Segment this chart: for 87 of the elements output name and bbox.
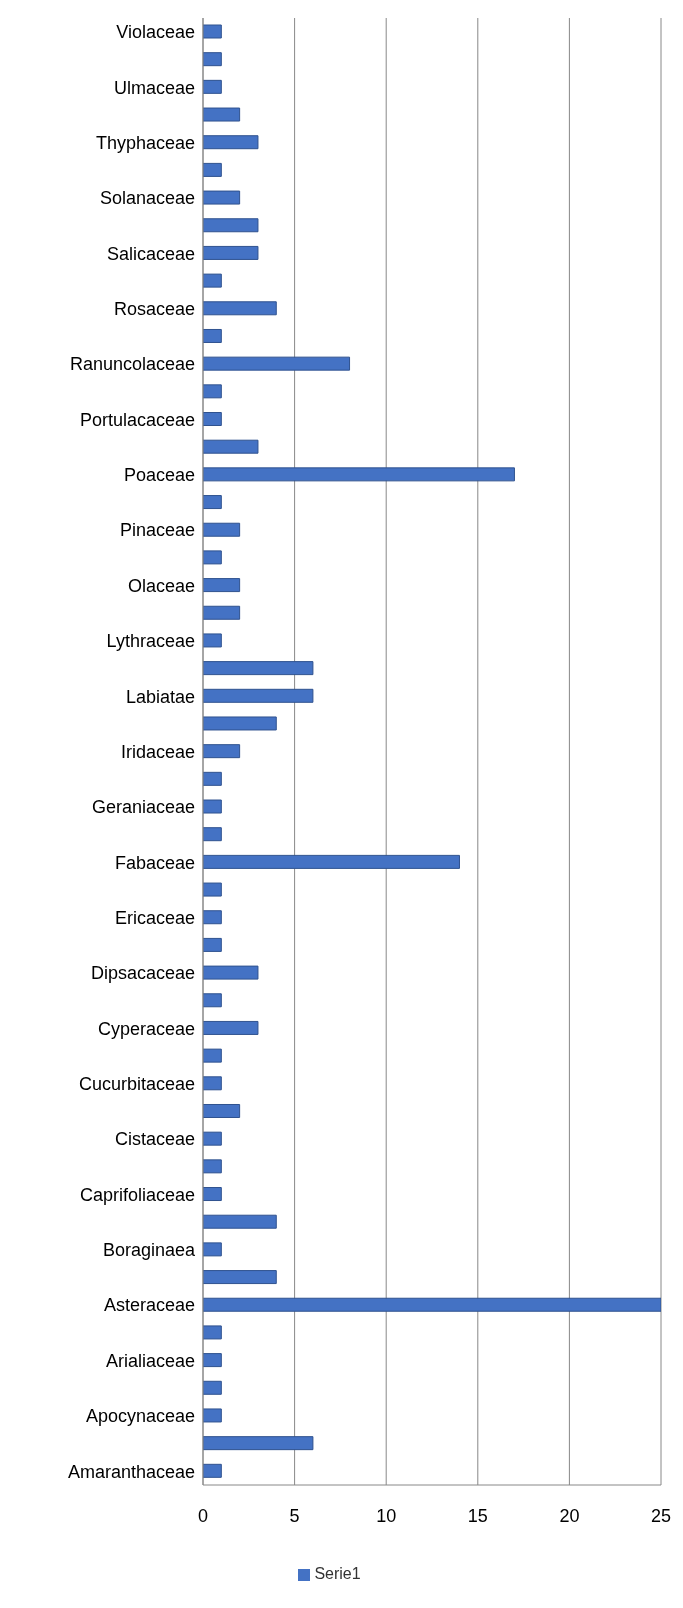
bar <box>203 273 222 288</box>
bar <box>203 661 314 676</box>
bar <box>203 522 241 537</box>
bar <box>203 910 222 925</box>
bar <box>203 107 241 122</box>
bar <box>203 1076 222 1091</box>
y-tick-label: Lythraceae <box>106 631 195 652</box>
bar <box>203 882 222 897</box>
bar <box>203 1463 222 1478</box>
bar <box>203 135 259 150</box>
bar <box>203 605 241 620</box>
bar <box>203 467 515 482</box>
bar <box>203 937 222 952</box>
y-tick-label: Ericaceae <box>114 907 195 928</box>
bar <box>203 716 277 731</box>
bar <box>203 301 277 316</box>
bar <box>203 1380 222 1395</box>
y-tick-label: Amaranthaceae <box>67 1461 195 1482</box>
x-tick-label: 0 <box>197 1505 209 1526</box>
bar <box>203 965 259 980</box>
y-tick-label: Labiatae <box>125 686 195 707</box>
y-tick-label: Asteraceae <box>103 1295 195 1316</box>
bar <box>203 799 222 814</box>
bar <box>203 218 259 233</box>
y-tick-label: Ulmaceae <box>113 77 195 98</box>
bar <box>203 1325 222 1340</box>
x-tick-label: 15 <box>467 1505 488 1526</box>
y-tick-label: Violaceae <box>116 22 195 43</box>
bar <box>203 633 222 648</box>
x-tick-label: 10 <box>376 1505 397 1526</box>
bar <box>203 1408 222 1423</box>
bar <box>203 1131 222 1146</box>
y-tick-label: Apocynaceae <box>85 1406 195 1427</box>
y-tick-label: Rosaceae <box>113 299 195 320</box>
bar <box>203 854 460 869</box>
bar <box>203 79 222 94</box>
bar <box>203 827 222 842</box>
bar <box>203 1297 661 1312</box>
y-tick-label: Cyperaceae <box>97 1018 195 1039</box>
bar <box>203 744 241 759</box>
bar <box>203 24 222 39</box>
x-tick-label: 25 <box>650 1505 672 1526</box>
bar <box>203 356 351 371</box>
bar <box>203 550 222 565</box>
bar <box>203 245 259 260</box>
y-tick-label: Fabaceae <box>114 852 195 873</box>
y-tick-label: Poaceae <box>123 465 195 486</box>
y-tick-label: Pinaceae <box>119 520 195 541</box>
bar <box>203 1436 314 1451</box>
bar <box>203 771 222 786</box>
y-tick-label: Geraniaceae <box>91 797 195 818</box>
bar <box>203 578 241 593</box>
bar <box>203 1159 222 1174</box>
y-tick-label: Cucurbitaceae <box>78 1074 195 1095</box>
y-tick-label: Ranuncolaceae <box>69 354 195 375</box>
y-tick-label: Arialiaceae <box>105 1350 195 1371</box>
bar <box>203 190 241 205</box>
y-tick-label: Caprifoliaceae <box>79 1184 195 1205</box>
bar <box>203 1214 277 1229</box>
bar <box>203 688 314 703</box>
bar <box>203 384 222 399</box>
bar <box>203 1242 222 1257</box>
x-tick-label: 20 <box>559 1505 580 1526</box>
bar <box>203 328 222 343</box>
bar <box>203 1187 222 1202</box>
bar <box>203 412 222 427</box>
bar <box>203 495 222 510</box>
y-tick-label: Thyphaceae <box>95 132 195 153</box>
bar <box>203 1353 222 1368</box>
y-tick-label: Salicaceae <box>106 243 195 264</box>
bar <box>203 1103 241 1118</box>
bar <box>203 439 259 454</box>
y-tick-label: Olaceae <box>127 575 195 596</box>
y-tick-label: Solanaceae <box>99 188 195 209</box>
y-tick-label: Cistaceae <box>114 1129 195 1150</box>
bar <box>203 1048 222 1063</box>
y-tick-label: Iridaceae <box>120 741 195 762</box>
bar <box>203 1270 277 1285</box>
y-tick-label: Portulacaceae <box>79 409 195 430</box>
x-tick-label: 5 <box>289 1505 300 1526</box>
legend-label: Serie1 <box>314 1565 361 1582</box>
bar <box>203 993 222 1008</box>
bar <box>203 1020 259 1035</box>
bar <box>203 162 222 177</box>
y-tick-label: Dipsacaceae <box>90 963 195 984</box>
y-tick-label: Boraginaea <box>102 1240 196 1261</box>
bar <box>203 52 222 67</box>
